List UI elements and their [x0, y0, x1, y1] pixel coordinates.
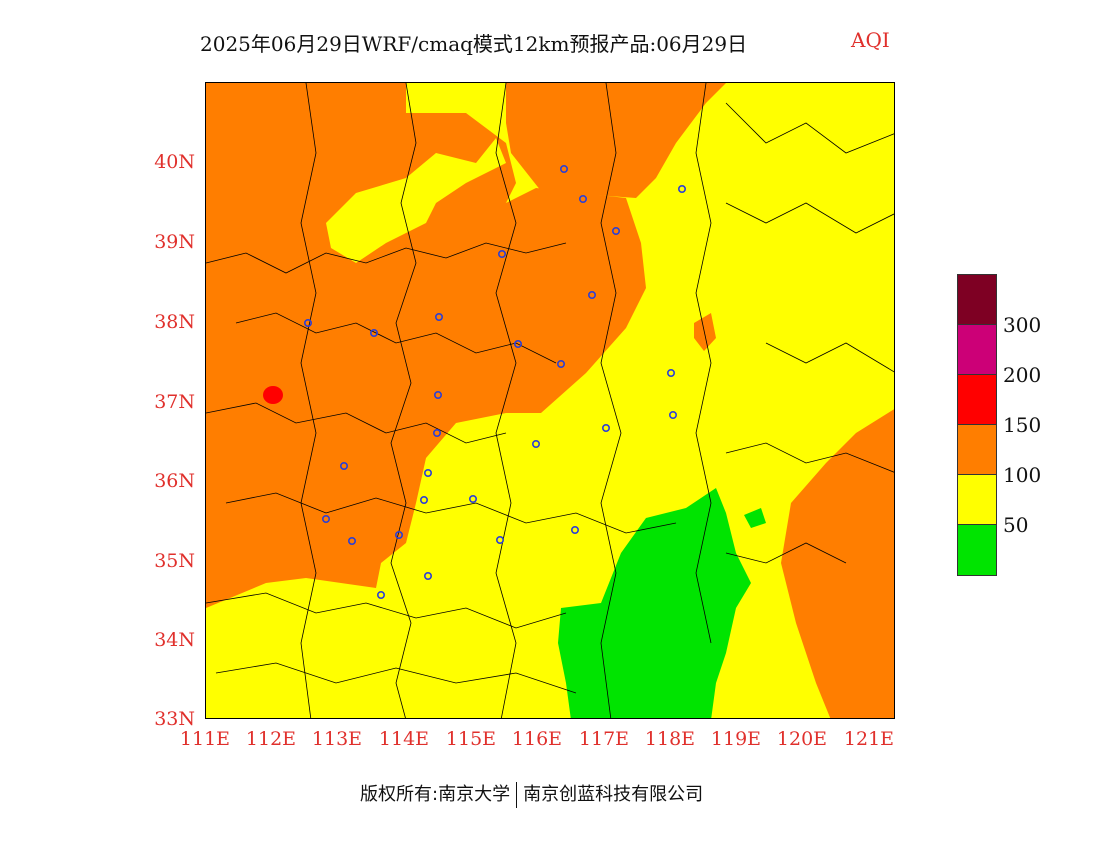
- moderate-zone-north: [326, 138, 506, 263]
- unhealthy-sensitive-zone-east: [781, 409, 894, 718]
- lat-tick-34n: 34N: [154, 629, 195, 651]
- legend-label-100: 100: [1003, 463, 1042, 487]
- legend-swatch-very-unhealthy: [958, 325, 996, 375]
- title-text: 2025年06月29日WRF/cmaq模式12km预报产品:06月29日: [200, 32, 748, 56]
- lon-tick-117e: 117E: [578, 728, 630, 750]
- copyright-text: 版权所有:南京大学: [360, 784, 511, 805]
- good-zone: [558, 488, 751, 718]
- lat-tick-38n: 38N: [154, 311, 195, 333]
- city-markers: [304, 165, 686, 599]
- lon-tick-111e: 111E: [179, 728, 231, 750]
- product-tag: AQI: [851, 28, 890, 52]
- legend-swatch-hazardous: [958, 275, 996, 325]
- good-zone-small: [744, 508, 766, 528]
- lon-tick-112e: 112E: [245, 728, 297, 750]
- unhealthy-hotspot: [263, 386, 283, 404]
- admin-boundaries: [206, 83, 894, 718]
- lat-tick-35n: 35N: [154, 550, 195, 572]
- lon-tick-120e: 120E: [776, 728, 828, 750]
- lon-tick-114e: 114E: [378, 728, 430, 750]
- map-canvas: [206, 83, 894, 718]
- legend-label-50: 50: [1003, 513, 1029, 537]
- company-text: 南京创蓝科技有限公司: [523, 784, 704, 805]
- lon-tick-119e: 119E: [710, 728, 762, 750]
- lat-tick-40n: 40N: [154, 151, 195, 173]
- lon-tick-113e: 113E: [311, 728, 363, 750]
- footer-divider: [516, 782, 518, 808]
- legend-label-200: 200: [1003, 363, 1042, 387]
- lon-tick-121e: 121E: [843, 728, 895, 750]
- copyright-footer: 版权所有:南京大学 南京创蓝科技有限公司: [360, 780, 703, 808]
- aqi-legend: [957, 274, 997, 576]
- aqi-map: [205, 82, 895, 719]
- lat-tick-39n: 39N: [154, 231, 195, 253]
- lon-tick-115e: 115E: [445, 728, 497, 750]
- legend-swatch-unhealthy-sensitive: [958, 425, 996, 475]
- unhealthy-sensitive-zone-west: [206, 83, 646, 608]
- lat-tick-33n: 33N: [154, 708, 195, 730]
- lon-tick-116e: 116E: [511, 728, 563, 750]
- lon-tick-118e: 118E: [644, 728, 696, 750]
- lat-tick-37n: 37N: [154, 391, 195, 413]
- lat-tick-36n: 36N: [154, 470, 195, 492]
- legend-label-150: 150: [1003, 413, 1042, 437]
- legend-swatch-good: [958, 525, 996, 575]
- unhealthy-sensitive-zone-small: [694, 313, 716, 351]
- legend-label-300: 300: [1003, 313, 1042, 337]
- map-title: 2025年06月29日WRF/cmaq模式12km预报产品:06月29日 AQI: [0, 26, 1100, 58]
- legend-swatch-moderate: [958, 475, 996, 525]
- legend-swatch-unhealthy: [958, 375, 996, 425]
